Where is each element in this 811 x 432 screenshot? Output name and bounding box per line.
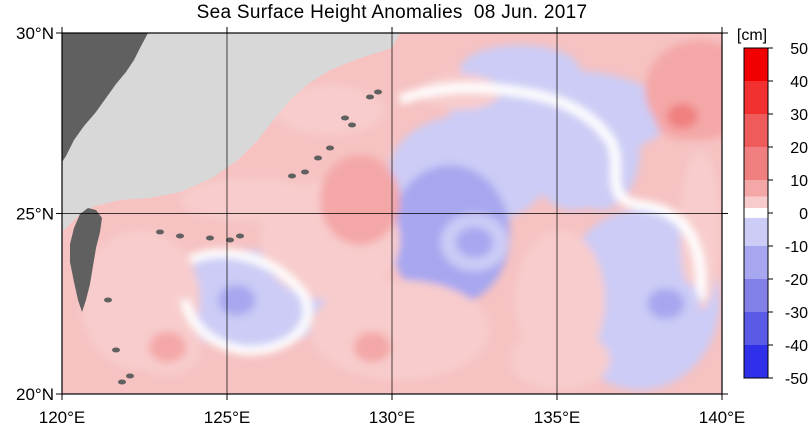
colorbar-tick-label: -50 [785,371,808,388]
x-tick-label: 135°E [534,408,581,427]
negative-eddy-core [455,227,494,258]
colorbar-tick-label: -40 [785,338,808,355]
zero-contour [398,82,706,301]
anomaly-patch [180,178,320,222]
island [126,373,134,379]
island [236,233,244,239]
colorbar-tick-label: 50 [790,41,808,58]
island [341,115,349,121]
island [301,169,309,175]
anomaly-patch [310,280,490,380]
negative-eddy-core [647,288,685,320]
island [104,297,112,303]
colorbar-cell [744,114,768,147]
x-tick-label: 125°E [204,408,251,427]
map-title: Sea Surface Height Anomalies 08 Jun. 201… [196,2,588,23]
y-axis: 30°N 25°N 20°N [16,24,728,404]
island [366,94,374,100]
island [206,235,214,241]
island [226,237,234,243]
negative-eddy-core [554,165,593,197]
colorbar-cell [744,246,768,279]
colorbar: [cm] 50 40 30 20 10 0 -10 -20 -30 -40 -50 [737,27,808,388]
land-mainland [62,33,400,232]
anomaly-field [80,40,722,390]
colorbar-cell [744,279,768,312]
y-tick-label: 25°N [16,205,54,224]
x-axis: 120°E 125°E 130°E 135°E 140°E [39,27,746,427]
negative-eddy-core [218,284,256,316]
island [176,233,184,239]
y-tick-label: 30°N [16,24,54,43]
colorbar-tick-label: -10 [785,239,808,256]
colorbar-tick-label: 40 [790,74,808,91]
colorbar-unit: [cm] [737,27,767,44]
x-tick-label: 130°E [369,408,416,427]
colorbar-cell [744,208,768,218]
x-tick-label: 140°E [699,408,746,427]
y-tick-label: 20°N [16,385,54,404]
land-taiwan [70,208,102,312]
colorbar-tick-label: 10 [790,173,808,190]
island [314,155,322,161]
colorbar-cell [744,217,768,230]
colorbar-cell [744,312,768,345]
ryukyu-islands [104,89,382,385]
island [112,347,120,353]
zero-contour [180,248,313,356]
grid-lines [62,33,722,394]
colorbar-tick-label: 30 [790,107,808,124]
colorbar-cell [744,48,768,81]
positive-eddy-core [353,331,391,363]
anomaly-patch [510,330,610,390]
anomaly-patch [320,155,400,245]
colorbar-cell [744,147,768,180]
island [326,145,334,151]
colorbar-tick-label: 0 [799,206,808,223]
anomaly-patch [275,85,385,135]
island [156,229,164,235]
positive-eddy-core [667,103,698,129]
x-tick-label: 120°E [39,408,86,427]
island [288,173,296,179]
colorbar-tick-label: -30 [785,305,808,322]
island [374,89,382,95]
colorbar-tick-label: -20 [785,272,808,289]
land-dark-coast [62,33,148,162]
island [118,379,126,385]
colorbar-cell [744,81,768,114]
island [348,122,356,128]
colorbar-tick-label: 20 [790,140,808,157]
colorbar-cell [744,345,768,378]
positive-eddy-core [148,331,187,363]
anomaly-patch [680,150,720,310]
